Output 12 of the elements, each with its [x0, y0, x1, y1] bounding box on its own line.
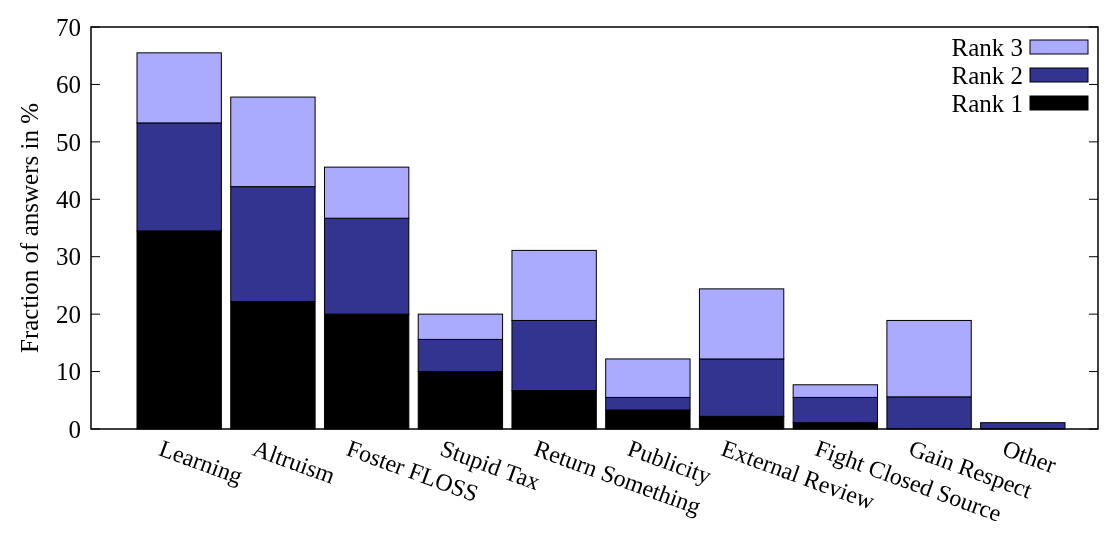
- y-tick-label: 40: [56, 186, 81, 214]
- y-tick-label: 70: [56, 13, 81, 41]
- legend-label: Rank 2: [951, 61, 1023, 89]
- legend-label: Rank 3: [951, 33, 1023, 61]
- y-tick-label: 50: [56, 128, 81, 156]
- y-tick-label: 30: [56, 243, 81, 271]
- y-tick-label: 10: [56, 358, 81, 386]
- legend-label: Rank 1: [951, 89, 1023, 117]
- y-tick-label: 0: [68, 415, 81, 443]
- y-axis-title: Fraction of answers in %: [16, 103, 43, 353]
- y-tick-label: 60: [56, 71, 81, 99]
- y-tick-label: 20: [56, 300, 81, 328]
